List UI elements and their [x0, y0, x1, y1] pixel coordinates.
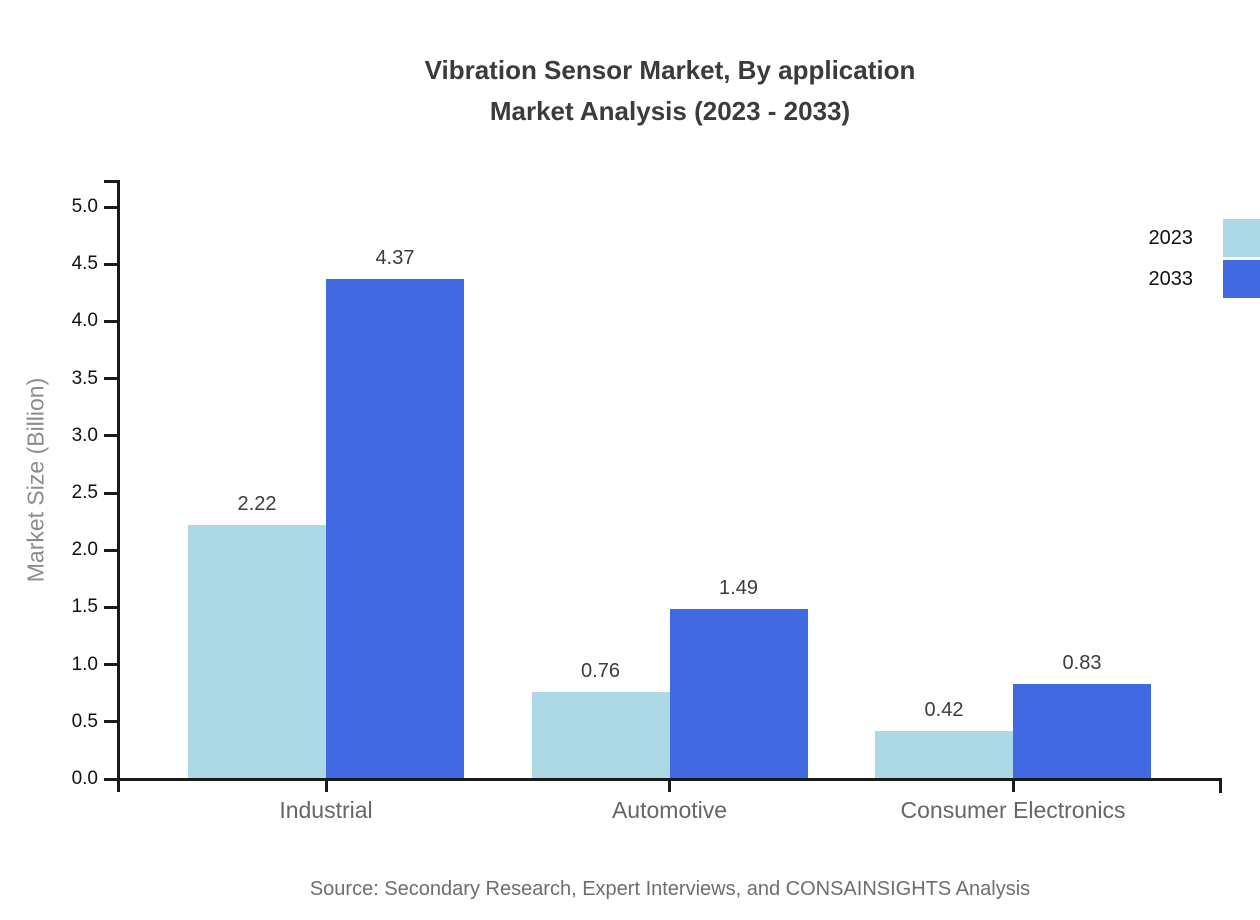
y-tick-label: 2.5 — [71, 482, 98, 503]
x-axis-end-cap — [1219, 778, 1222, 793]
chart-title-line1: Vibration Sensor Market, By application — [424, 55, 916, 85]
value-label-2033-consumer-electronics: 0.83 — [1062, 652, 1102, 675]
y-tick-9 — [104, 262, 118, 266]
y-tick-label: 3.5 — [71, 367, 98, 389]
x-category-label: Industrial — [279, 797, 373, 823]
y-tick-5 — [104, 491, 118, 495]
y-tick-2 — [104, 663, 118, 667]
legend-swatch — [1223, 219, 1260, 257]
value-label-2033-automotive: 1.49 — [719, 576, 758, 599]
y-tick-10 — [104, 205, 118, 209]
x-tick-0 — [324, 781, 328, 792]
y-tick-label: 1.0 — [71, 653, 98, 675]
bar-2033-consumer-electronics — [1013, 684, 1151, 779]
value-label-2023-automotive: 0.76 — [581, 660, 620, 683]
bar-2033-industrial — [326, 279, 464, 779]
x-tick-1 — [668, 781, 671, 792]
bar-2033-automotive — [669, 608, 808, 779]
y-tick-6 — [104, 434, 118, 438]
y-tick-label: 2.0 — [71, 539, 98, 561]
value-label-2023-consumer-electronics: 0.42 — [924, 698, 964, 721]
y-tick-label: 4.5 — [71, 253, 98, 275]
y-tick-8 — [104, 319, 118, 323]
legend: 2023 2033 — [1149, 219, 1260, 298]
y-tick-label: 5.0 — [71, 196, 98, 217]
y-tick-label: 0.0 — [71, 768, 98, 789]
y-tick-1 — [104, 720, 118, 724]
x-axis-spine — [104, 778, 1222, 781]
y-tick-label: 1.5 — [71, 596, 98, 618]
y-axis-spine — [117, 180, 120, 792]
chart-title-line2: Market Analysis (2023 - 2033) — [489, 96, 851, 126]
legend-item-2033: 2033 — [1149, 260, 1260, 298]
y-tick-label: 4.0 — [71, 310, 98, 332]
y-tick-7 — [104, 377, 118, 381]
x-category-label: Automotive — [611, 797, 728, 823]
value-label-2033-industrial: 4.37 — [375, 247, 415, 270]
legend-label: 2023 — [1148, 226, 1194, 249]
y-tick-label: 0.5 — [71, 710, 98, 732]
legend-label: 2033 — [1148, 267, 1194, 290]
bar-2023-industrial — [188, 525, 326, 779]
source-note: Source: Secondary Research, Expert Inter… — [309, 878, 1031, 900]
chart-title: Vibration Sensor Market, By application … — [118, 50, 1222, 132]
bar-2023-automotive — [531, 692, 670, 779]
y-axis-end-cap — [104, 180, 118, 183]
y-tick-label: 3.0 — [71, 424, 98, 446]
bar-2023-consumer-electronics — [875, 730, 1013, 779]
legend-swatch — [1223, 260, 1260, 298]
y-tick-3 — [104, 605, 118, 609]
x-category-label: Consumer Electronics — [900, 797, 1126, 823]
y-tick-4 — [104, 548, 118, 552]
legend-item-2023: 2023 — [1149, 219, 1260, 257]
value-label-2023-industrial: 2.22 — [237, 493, 277, 516]
x-tick-2 — [1011, 781, 1015, 792]
